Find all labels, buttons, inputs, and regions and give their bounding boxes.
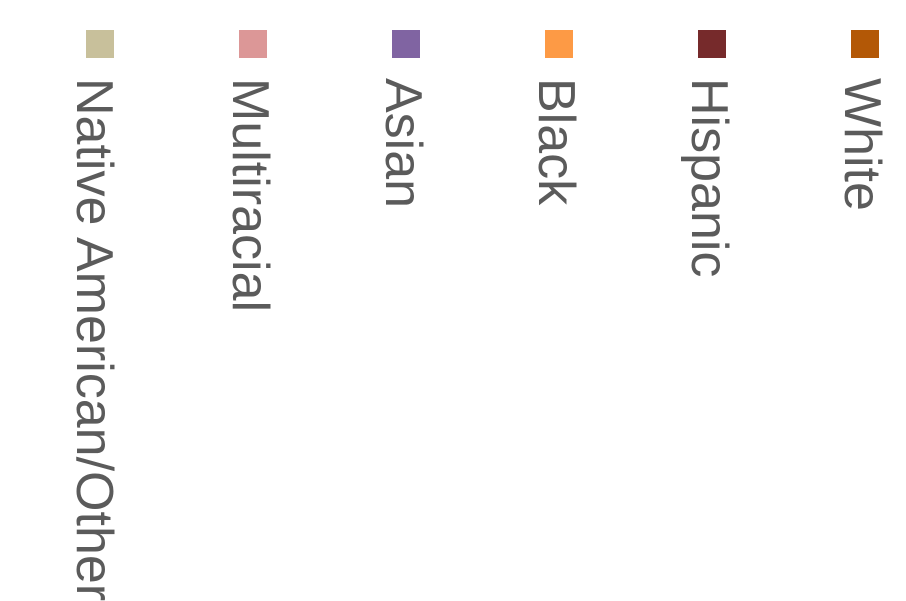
legend-label: Native American/Other bbox=[65, 78, 123, 601]
legend-item-multiracial: Multiracial bbox=[206, 30, 316, 539]
legend-swatch bbox=[86, 30, 114, 58]
legend-swatch bbox=[851, 30, 879, 58]
legend-item-hispanic: Hispanic bbox=[665, 30, 775, 539]
legend-label: Asian bbox=[374, 78, 432, 209]
legend-swatch bbox=[698, 30, 726, 58]
legend-label: Hispanic bbox=[680, 78, 738, 278]
legend-swatch bbox=[239, 30, 267, 58]
chart-legend: White Hispanic Black Asian Multiracial N… bbox=[0, 30, 906, 601]
legend-swatch bbox=[545, 30, 573, 58]
legend-swatch bbox=[392, 30, 420, 58]
legend-label: Multiracial bbox=[221, 78, 279, 313]
legend-item-white: White bbox=[818, 30, 906, 539]
legend-label: Black bbox=[527, 78, 585, 206]
legend-item-native-american-other: Native American/Other bbox=[0, 30, 123, 601]
legend-item-black: Black bbox=[512, 30, 622, 539]
legend-item-asian: Asian bbox=[359, 30, 469, 539]
legend-label: White bbox=[833, 78, 891, 211]
